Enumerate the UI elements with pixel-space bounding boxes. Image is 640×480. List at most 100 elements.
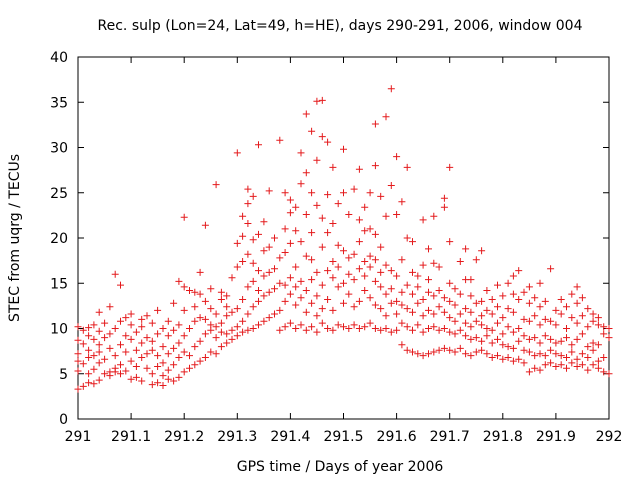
data-point [520,288,528,296]
data-point [446,314,454,322]
data-point [239,317,247,325]
data-point [541,332,549,340]
y-tick-label: 5 [59,367,68,383]
data-point [594,364,602,372]
data-point [499,330,507,338]
data-point [122,348,130,356]
data-point [127,321,135,329]
data-point [201,221,209,229]
data-point [515,267,523,275]
chart-title: Rec. sulp (Lon=24, Lat=49, h=HE), days 2… [98,18,583,34]
data-point [483,325,491,332]
data-point [286,209,294,217]
data-point [334,321,342,329]
data-point [286,239,294,247]
data-point [494,352,501,360]
data-point [398,288,406,296]
data-point [488,339,496,347]
data-point [255,141,262,149]
data-point [175,373,183,381]
data-point [148,337,156,345]
data-point [398,301,406,309]
data-point [223,292,231,300]
data-point [472,348,480,356]
data-point [207,285,215,293]
data-point [451,317,459,325]
data-point [425,276,432,284]
data-point [403,305,411,313]
data-point [531,294,539,302]
data-point [430,292,438,300]
data-point [196,337,204,345]
data-point [403,234,411,242]
data-point [525,335,533,343]
data-point [393,211,401,218]
data-point [435,263,443,271]
data-point [233,149,241,157]
data-point [233,239,241,247]
data-point [334,241,342,249]
data-point [499,314,507,322]
data-point [504,305,512,313]
data-point [95,359,103,367]
data-point [478,337,486,345]
data-point [318,243,326,251]
data-point [605,334,613,342]
data-point [223,303,231,311]
data-point [132,328,140,336]
data-point [398,256,406,264]
data-point [249,277,257,285]
data-point [504,343,512,351]
data-point [419,296,427,303]
data-point [425,325,432,332]
y-axis-label: STEC from uqrg / TECUs [7,154,23,322]
data-point [483,332,491,340]
data-point [281,225,289,233]
data-point [191,303,199,311]
data-point [430,348,438,356]
data-point [382,212,390,220]
data-point [605,370,613,378]
data-point [324,296,332,303]
data-point [541,315,549,323]
data-point [584,323,592,331]
data-point [425,288,432,296]
data-point [329,326,337,334]
data-point [568,290,576,298]
data-point [578,294,586,302]
data-point [456,326,464,334]
data-point [85,324,93,332]
x-tick-label: 291.7 [430,429,470,445]
data-point [536,321,544,329]
data-point [249,303,257,311]
data-point [95,341,103,349]
data-point [541,361,549,369]
data-point [430,212,438,220]
data-point [478,321,486,329]
data-point [265,187,273,195]
data-point [85,332,93,340]
data-point [446,328,454,336]
data-point [440,194,448,202]
data-point [334,263,342,271]
data-point [382,261,390,269]
data-point [191,288,199,296]
data-point [85,346,93,354]
data-point [313,156,321,164]
data-point [488,310,496,318]
x-tick-label: 291.4 [270,429,310,445]
data-point [117,281,124,289]
data-point [557,337,565,345]
data-point [228,326,236,334]
data-point [573,355,581,363]
data-point [409,268,416,276]
data-point [276,136,284,144]
data-point [509,272,517,280]
data-point [419,312,427,320]
data-point [159,359,167,367]
data-point [350,303,358,311]
data-point [366,225,374,233]
data-point [414,283,422,291]
data-point [355,297,363,305]
data-point [159,382,167,389]
